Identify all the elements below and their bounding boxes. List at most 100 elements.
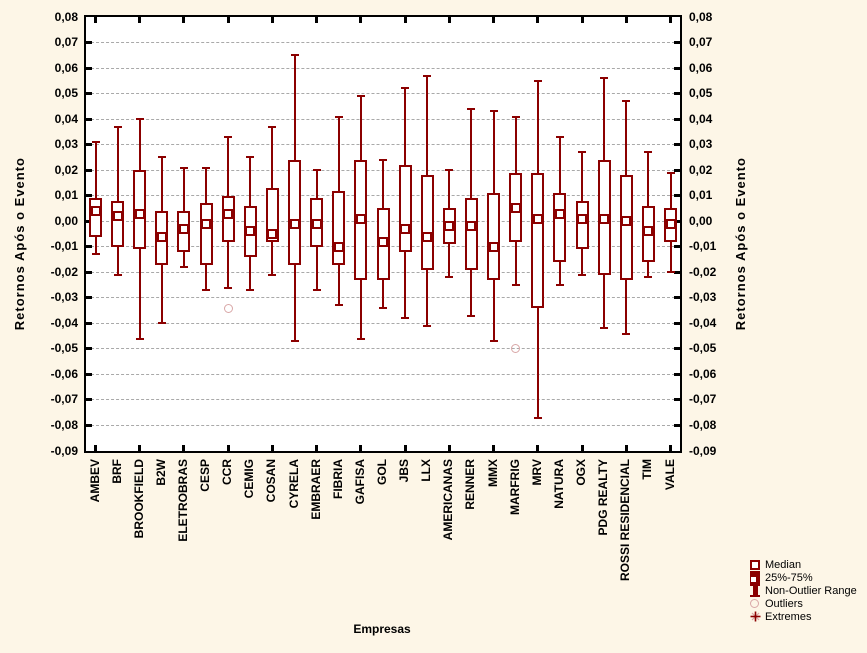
whisker-cap-top <box>135 118 144 121</box>
iqr-box-icon <box>750 571 762 584</box>
x-tick-top <box>315 17 319 23</box>
x-label-brf: BRF <box>109 459 124 484</box>
whisker-cap-top <box>113 125 122 128</box>
iqr-box <box>464 198 478 270</box>
whisker-cap-top <box>334 115 343 118</box>
y-tick-right <box>674 423 680 427</box>
y-tick-label-right: 0,02 <box>689 162 713 177</box>
x-tick-bottom <box>270 445 274 451</box>
x-label-fibria: FIBRIA <box>330 459 345 499</box>
median-marker <box>178 223 189 234</box>
median-marker <box>333 241 344 252</box>
x-label-ogx: OGX <box>574 459 589 486</box>
y-tick-label-right: 0,08 <box>689 9 713 24</box>
x-label-americanas: AMERICANAS <box>441 459 456 541</box>
whisker-cap-bottom <box>312 289 321 292</box>
x-tick-bottom <box>315 445 319 451</box>
y-tick-left <box>86 245 92 249</box>
x-label-vale: VALE <box>662 459 677 491</box>
y-tick-label-left: -0,03 <box>50 290 78 305</box>
y-tick-label-left: 0,06 <box>54 60 78 75</box>
non-outlier-range-icon <box>750 584 762 597</box>
x-label-rossi-residencial: ROSSI RESIDENCIAL <box>618 459 633 582</box>
whisker-cap-top <box>224 135 233 138</box>
gridline <box>86 67 680 69</box>
x-tick-bottom <box>536 445 540 451</box>
gridline <box>86 373 680 375</box>
whisker-cap-top <box>467 107 476 110</box>
x-tick-bottom <box>447 445 451 451</box>
y-tick-label-left: 0,05 <box>54 86 78 101</box>
x-tick-bottom <box>359 445 363 451</box>
iqr-box <box>288 159 302 265</box>
whisker-cap-bottom <box>533 416 542 419</box>
outlier-icon <box>750 597 762 610</box>
extreme-icon <box>750 610 762 623</box>
x-label-pdg-realty: PDG REALTY <box>596 459 611 536</box>
x-tick-top <box>447 17 451 23</box>
y-tick-label-left: -0,02 <box>50 264 78 279</box>
whisker-cap-top <box>91 141 100 144</box>
whisker-cap-top <box>423 74 432 77</box>
whisker-cap-bottom <box>202 289 211 292</box>
legend-label: Median <box>765 558 802 571</box>
y-tick-label-left: -0,01 <box>50 239 78 254</box>
x-tick-bottom <box>226 445 230 451</box>
whisker-cap-top <box>179 166 188 169</box>
y-axis-title-left: Retornos Após o Evento <box>12 157 27 331</box>
median-marker <box>577 213 588 224</box>
x-tick-top <box>138 17 142 23</box>
x-label-marfrig: MARFRIG <box>507 459 522 515</box>
iqr-box <box>332 190 346 265</box>
y-tick-label-right: -0,03 <box>689 290 717 305</box>
median-marker <box>156 231 167 242</box>
median-marker <box>466 221 477 232</box>
whisker-cap-top <box>578 151 587 154</box>
whisker-cap-bottom <box>113 273 122 276</box>
y-tick-left <box>86 296 92 300</box>
whisker-cap-top <box>533 79 542 82</box>
x-tick-bottom <box>580 445 584 451</box>
whisker-cap-bottom <box>334 304 343 307</box>
x-tick-top <box>403 17 407 23</box>
y-tick-label-right: -0,09 <box>689 443 717 458</box>
median-marker <box>621 216 632 227</box>
median-marker <box>289 218 300 229</box>
legend-item-extremes: Extremes <box>750 610 857 623</box>
y-tick-label-left: -0,06 <box>50 366 78 381</box>
y-tick-left <box>86 168 92 172</box>
iqr-box <box>420 175 434 270</box>
x-tick-bottom <box>182 445 186 451</box>
y-tick-label-right: 0,03 <box>689 137 713 152</box>
legend-item-non-outlier-range: Non-Outlier Range <box>750 584 857 597</box>
x-tick-top <box>359 17 363 23</box>
whisker-cap-bottom <box>179 266 188 269</box>
whisker-cap-bottom <box>290 340 299 343</box>
x-label-brookfield: BROOKFIELD <box>131 459 146 539</box>
y-tick-label-left: 0,07 <box>54 35 78 50</box>
y-tick-right <box>674 143 680 147</box>
legend-item-outliers: Outliers <box>750 597 857 610</box>
iqr-box <box>553 193 567 263</box>
y-tick-left <box>86 143 92 147</box>
whisker-cap-bottom <box>135 337 144 340</box>
x-tick-top <box>94 17 97 23</box>
x-label-b2w: B2W <box>153 459 168 486</box>
gridline <box>86 144 680 146</box>
y-tick-label-right: -0,07 <box>689 392 717 407</box>
y-tick-left <box>86 423 92 427</box>
y-tick-left <box>86 194 92 198</box>
x-label-cosan: COSAN <box>264 459 279 503</box>
y-tick-right <box>674 219 680 223</box>
whisker-cap-bottom <box>91 253 100 256</box>
outlier-point <box>511 344 521 354</box>
x-label-cemig: CEMIG <box>242 459 257 499</box>
median-marker <box>378 236 388 247</box>
y-tick-left <box>86 321 92 325</box>
y-tick-label-right: -0,01 <box>689 239 717 254</box>
whisker-cap-top <box>644 151 653 154</box>
x-tick-bottom <box>94 445 97 451</box>
whisker-cap-bottom <box>489 340 498 343</box>
iqr-box <box>111 200 125 247</box>
x-label-cesp: CESP <box>198 459 213 492</box>
